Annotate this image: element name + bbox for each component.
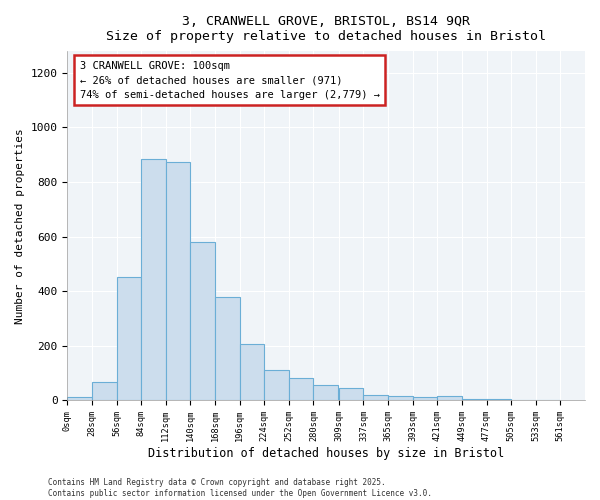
Bar (339, 388, 364, 400)
Bar (289, 378, 313, 400)
Bar (239, 344, 264, 400)
Bar (462, 399, 487, 400)
X-axis label: Distribution of detached houses by size in Bristol: Distribution of detached houses by size … (148, 447, 504, 460)
Bar (364, 395, 388, 400)
Bar (437, 396, 462, 400)
Bar (141, 159, 166, 400)
Bar (264, 370, 289, 400)
Bar (116, 278, 141, 400)
Bar (413, 398, 437, 400)
Title: 3, CRANWELL GROVE, BRISTOL, BS14 9QR
Size of property relative to detached house: 3, CRANWELL GROVE, BRISTOL, BS14 9QR Siz… (106, 15, 546, 43)
Bar (388, 396, 413, 400)
Y-axis label: Number of detached properties: Number of detached properties (15, 128, 25, 324)
Bar (166, 162, 190, 400)
Bar (92, 382, 116, 400)
Bar (190, 242, 215, 400)
Bar (487, 399, 511, 400)
Bar (215, 296, 239, 400)
Text: 3 CRANWELL GROVE: 100sqm
← 26% of detached houses are smaller (971)
74% of semi-: 3 CRANWELL GROVE: 100sqm ← 26% of detach… (80, 60, 380, 100)
Text: Contains HM Land Registry data © Crown copyright and database right 2025.
Contai: Contains HM Land Registry data © Crown c… (48, 478, 432, 498)
Bar (67, 398, 92, 400)
Bar (313, 385, 338, 400)
